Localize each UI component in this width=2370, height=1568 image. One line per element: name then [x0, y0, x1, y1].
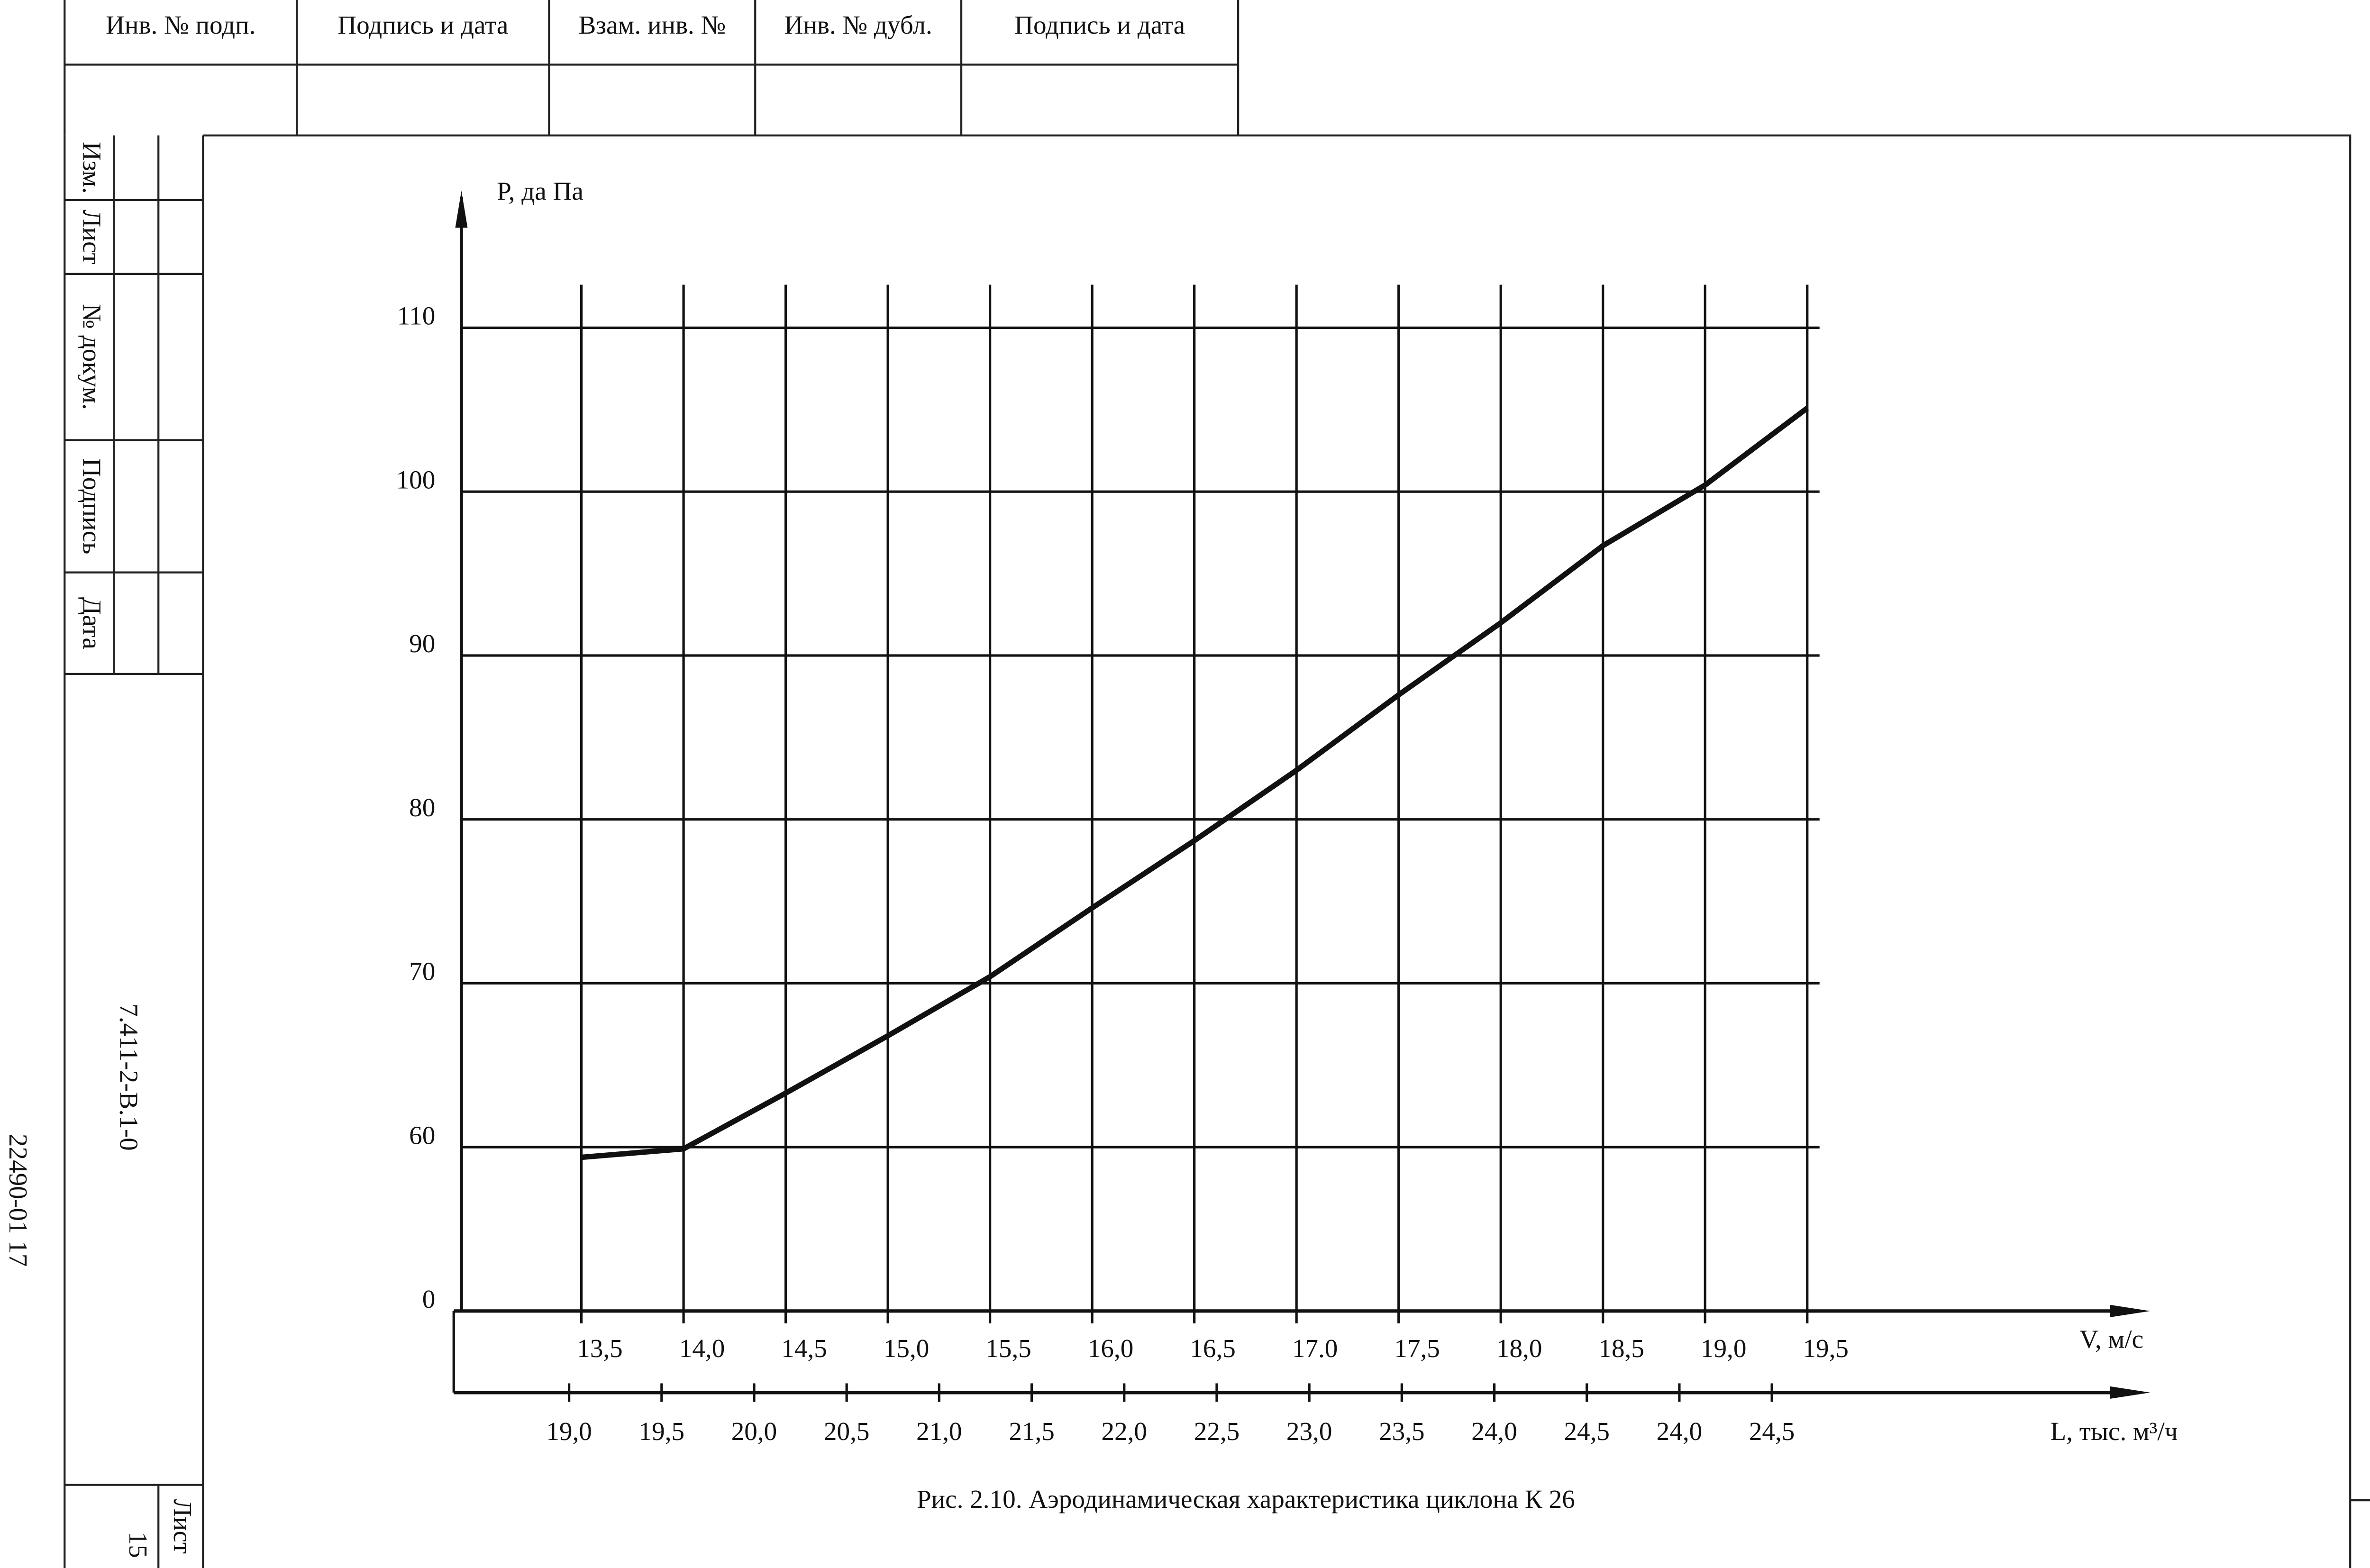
stamp-side: Подпись: [78, 458, 107, 555]
y-axis-label: P, да Па: [497, 177, 583, 206]
y-tick-label: 100: [396, 465, 436, 494]
x2-tick-label: 24,0: [1471, 1417, 1517, 1446]
stamp-side: № докум.: [78, 304, 107, 410]
x2-tick-label: 21,5: [1009, 1417, 1055, 1446]
y-tick-label: 110: [397, 301, 436, 330]
x-tick-label: 17,5: [1394, 1334, 1440, 1363]
x-tick-label: 17.0: [1292, 1334, 1338, 1363]
archive-number: 22490-01 17: [4, 1134, 33, 1267]
y-tick-label: 60: [409, 1121, 435, 1149]
x2-tick-label: 20,5: [824, 1417, 870, 1446]
stamp-frame: [64, 0, 2370, 1568]
x2-tick-label: 23,5: [1379, 1417, 1425, 1446]
x2-axis-arrow: [2110, 1386, 2151, 1399]
x-tick-label: 15,0: [884, 1334, 930, 1363]
y-tick-label: 0: [422, 1285, 436, 1313]
x2-tick-label: 19,0: [546, 1417, 592, 1446]
y-tick-label: 90: [409, 629, 435, 658]
x-tick-label: 18,0: [1496, 1334, 1542, 1363]
x-tick-label: 19,0: [1701, 1334, 1747, 1363]
x2-tick-label: 22,0: [1102, 1417, 1148, 1446]
x2-tick-label: 22,5: [1194, 1417, 1240, 1446]
y-tick-label: 80: [409, 793, 435, 822]
x2-tick-label: 19,5: [639, 1417, 685, 1446]
curve: [581, 406, 1809, 1160]
sheet-number: 16: [2369, 1529, 2370, 1555]
x2-tick-label: 24,0: [1657, 1417, 1703, 1446]
x-tick-label: 16,5: [1190, 1334, 1236, 1363]
x-tick-label: 14,5: [781, 1334, 827, 1363]
x2-tick-label: 20,0: [731, 1417, 777, 1446]
doc-code: 7.411-2-В.1-0: [114, 1003, 143, 1151]
stamp-header: Подпись и дата: [1014, 10, 1185, 39]
stamp-header: Инв. № дубл.: [784, 10, 932, 39]
x2-tick-label: 23,0: [1286, 1417, 1332, 1446]
x-tick-label: 13,5: [577, 1334, 623, 1363]
stamp-side: Лист: [78, 210, 107, 264]
stamp-header: Инв. № подп.: [106, 10, 255, 39]
x2-tick-label: 24,5: [1749, 1417, 1795, 1446]
x-tick-label: 18,5: [1598, 1334, 1644, 1363]
x-tick-label: 15,5: [985, 1334, 1031, 1363]
y-axis-arrow: [455, 191, 468, 228]
x2-tick-label: 21,0: [916, 1417, 962, 1446]
x-tick-label: 16,0: [1088, 1334, 1134, 1363]
stamp-header: Взам. инв. №: [578, 10, 726, 39]
stamp-header: Подпись и дата: [337, 10, 508, 39]
x-tick-label: 14,0: [679, 1334, 725, 1363]
caption: Рис. 2.10. Аэродинамическая характеристи…: [917, 1485, 1575, 1513]
sheet-label: Лист: [168, 1499, 197, 1554]
x2-axis-label: L, тыс. м³/ч: [2050, 1417, 2178, 1446]
y-tick-label: 70: [409, 957, 435, 986]
stamp-side: Дата: [78, 597, 107, 649]
x2-tick-label: 24,5: [1564, 1417, 1610, 1446]
x-tick-label: 19,5: [1803, 1334, 1849, 1363]
stamp-side: Изм.: [78, 142, 107, 194]
x-axis-arrow: [2110, 1304, 2151, 1317]
x-axis-label: V, м/с: [2079, 1324, 2143, 1353]
sheet-number: 15: [124, 1532, 153, 1558]
